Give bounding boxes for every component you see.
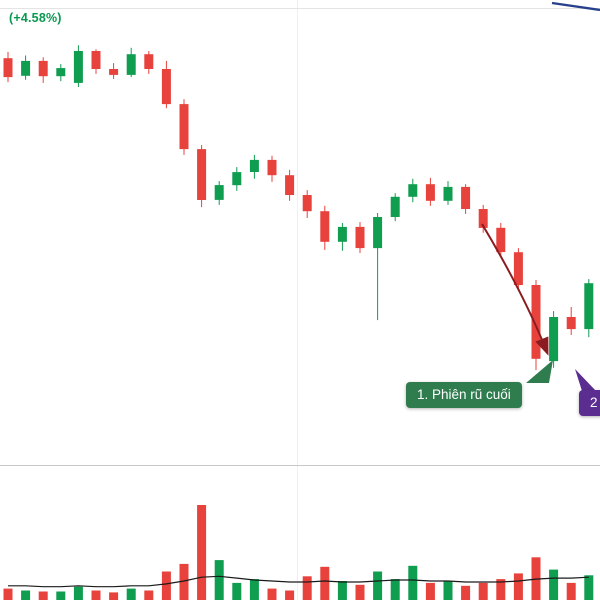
annotation-label-1-pointer[interactable]	[526, 360, 553, 383]
annotation-label-1[interactable]: 1. Phiên rũ cuối	[406, 382, 522, 408]
candle-body[interactable]	[38, 60, 48, 77]
volume-bar[interactable]	[496, 579, 506, 600]
candle-body[interactable]	[214, 185, 224, 200]
volume-layer	[3, 505, 594, 600]
annotation-label-2-text: 2	[590, 395, 598, 410]
candle-body[interactable]	[3, 58, 13, 78]
volume-ma-line	[8, 575, 589, 588]
volume-bar[interactable]	[443, 581, 453, 600]
candle-body[interactable]	[408, 184, 418, 197]
volume-bar[interactable]	[126, 588, 136, 600]
candle-body[interactable]	[249, 159, 259, 172]
volume-bar[interactable]	[109, 592, 119, 600]
volume-bar[interactable]	[478, 582, 488, 600]
candle-body[interactable]	[21, 60, 31, 76]
volume-bar[interactable]	[144, 590, 154, 600]
volume-bar[interactable]	[513, 573, 523, 600]
volume-bar[interactable]	[566, 582, 576, 600]
volume-bar[interactable]	[232, 582, 242, 600]
volume-bar[interactable]	[21, 590, 31, 600]
candle-body[interactable]	[425, 184, 435, 201]
candle-body[interactable]	[337, 226, 347, 242]
volume-bar[interactable]	[337, 581, 347, 600]
volume-bar[interactable]	[390, 579, 400, 600]
candle-body[interactable]	[302, 195, 312, 212]
candle-body[interactable]	[461, 186, 471, 209]
candle-body[interactable]	[496, 227, 506, 253]
candle-body[interactable]	[443, 186, 453, 201]
volume-bar[interactable]	[91, 590, 101, 600]
candle-body[interactable]	[197, 149, 207, 200]
candle-body[interactable]	[355, 226, 365, 249]
volume-bar[interactable]	[461, 585, 471, 600]
annotation-label-2[interactable]: 2	[579, 390, 600, 416]
volume-bar[interactable]	[373, 571, 383, 600]
candle-body[interactable]	[179, 104, 189, 150]
volume-bar[interactable]	[56, 591, 66, 600]
candle-body[interactable]	[161, 69, 171, 105]
volume-bar[interactable]	[302, 576, 312, 600]
candle-body[interactable]	[144, 54, 154, 69]
candle-body[interactable]	[91, 51, 101, 69]
volume-bar[interactable]	[285, 590, 295, 600]
candle-body[interactable]	[126, 54, 136, 75]
change-percent-label: (+4.58%)	[9, 11, 62, 25]
volume-bar[interactable]	[161, 571, 171, 600]
volume-bar[interactable]	[249, 579, 259, 600]
candle-body[interactable]	[373, 217, 383, 249]
candle-body[interactable]	[566, 317, 576, 330]
annotation-arrow[interactable]	[481, 223, 549, 356]
candle-body[interactable]	[584, 283, 594, 330]
volume-bar[interactable]	[38, 591, 48, 600]
volume-bar[interactable]	[197, 505, 207, 600]
candle-body[interactable]	[267, 159, 277, 176]
candle-body[interactable]	[285, 175, 295, 195]
volume-bar[interactable]	[73, 586, 83, 600]
volume-bar[interactable]	[355, 584, 365, 600]
candle-body[interactable]	[232, 172, 242, 186]
volume-bar[interactable]	[584, 575, 594, 600]
candle-body[interactable]	[549, 317, 559, 362]
volume-bar[interactable]	[179, 563, 189, 600]
annotation-label-2-pointer[interactable]	[575, 369, 596, 391]
candle-body[interactable]	[73, 51, 83, 83]
volume-bar[interactable]	[320, 566, 330, 600]
candle-body[interactable]	[478, 209, 488, 228]
candle-body[interactable]	[513, 252, 523, 285]
volume-bar[interactable]	[3, 588, 13, 600]
candle-body[interactable]	[390, 196, 400, 217]
candle-body[interactable]	[56, 68, 66, 77]
volume-bar[interactable]	[549, 569, 559, 600]
volume-bar[interactable]	[267, 588, 277, 600]
candle-body[interactable]	[320, 211, 330, 242]
candle-body[interactable]	[531, 285, 541, 359]
candle-body[interactable]	[109, 69, 119, 75]
volume-bar[interactable]	[425, 582, 435, 600]
volume-bar[interactable]	[408, 565, 418, 600]
trendline-fragment[interactable]	[551, 1, 600, 12]
annotation-label-1-text: 1. Phiên rũ cuối	[417, 387, 511, 402]
volume-bar[interactable]	[214, 560, 224, 600]
candles-layer	[3, 45, 594, 371]
